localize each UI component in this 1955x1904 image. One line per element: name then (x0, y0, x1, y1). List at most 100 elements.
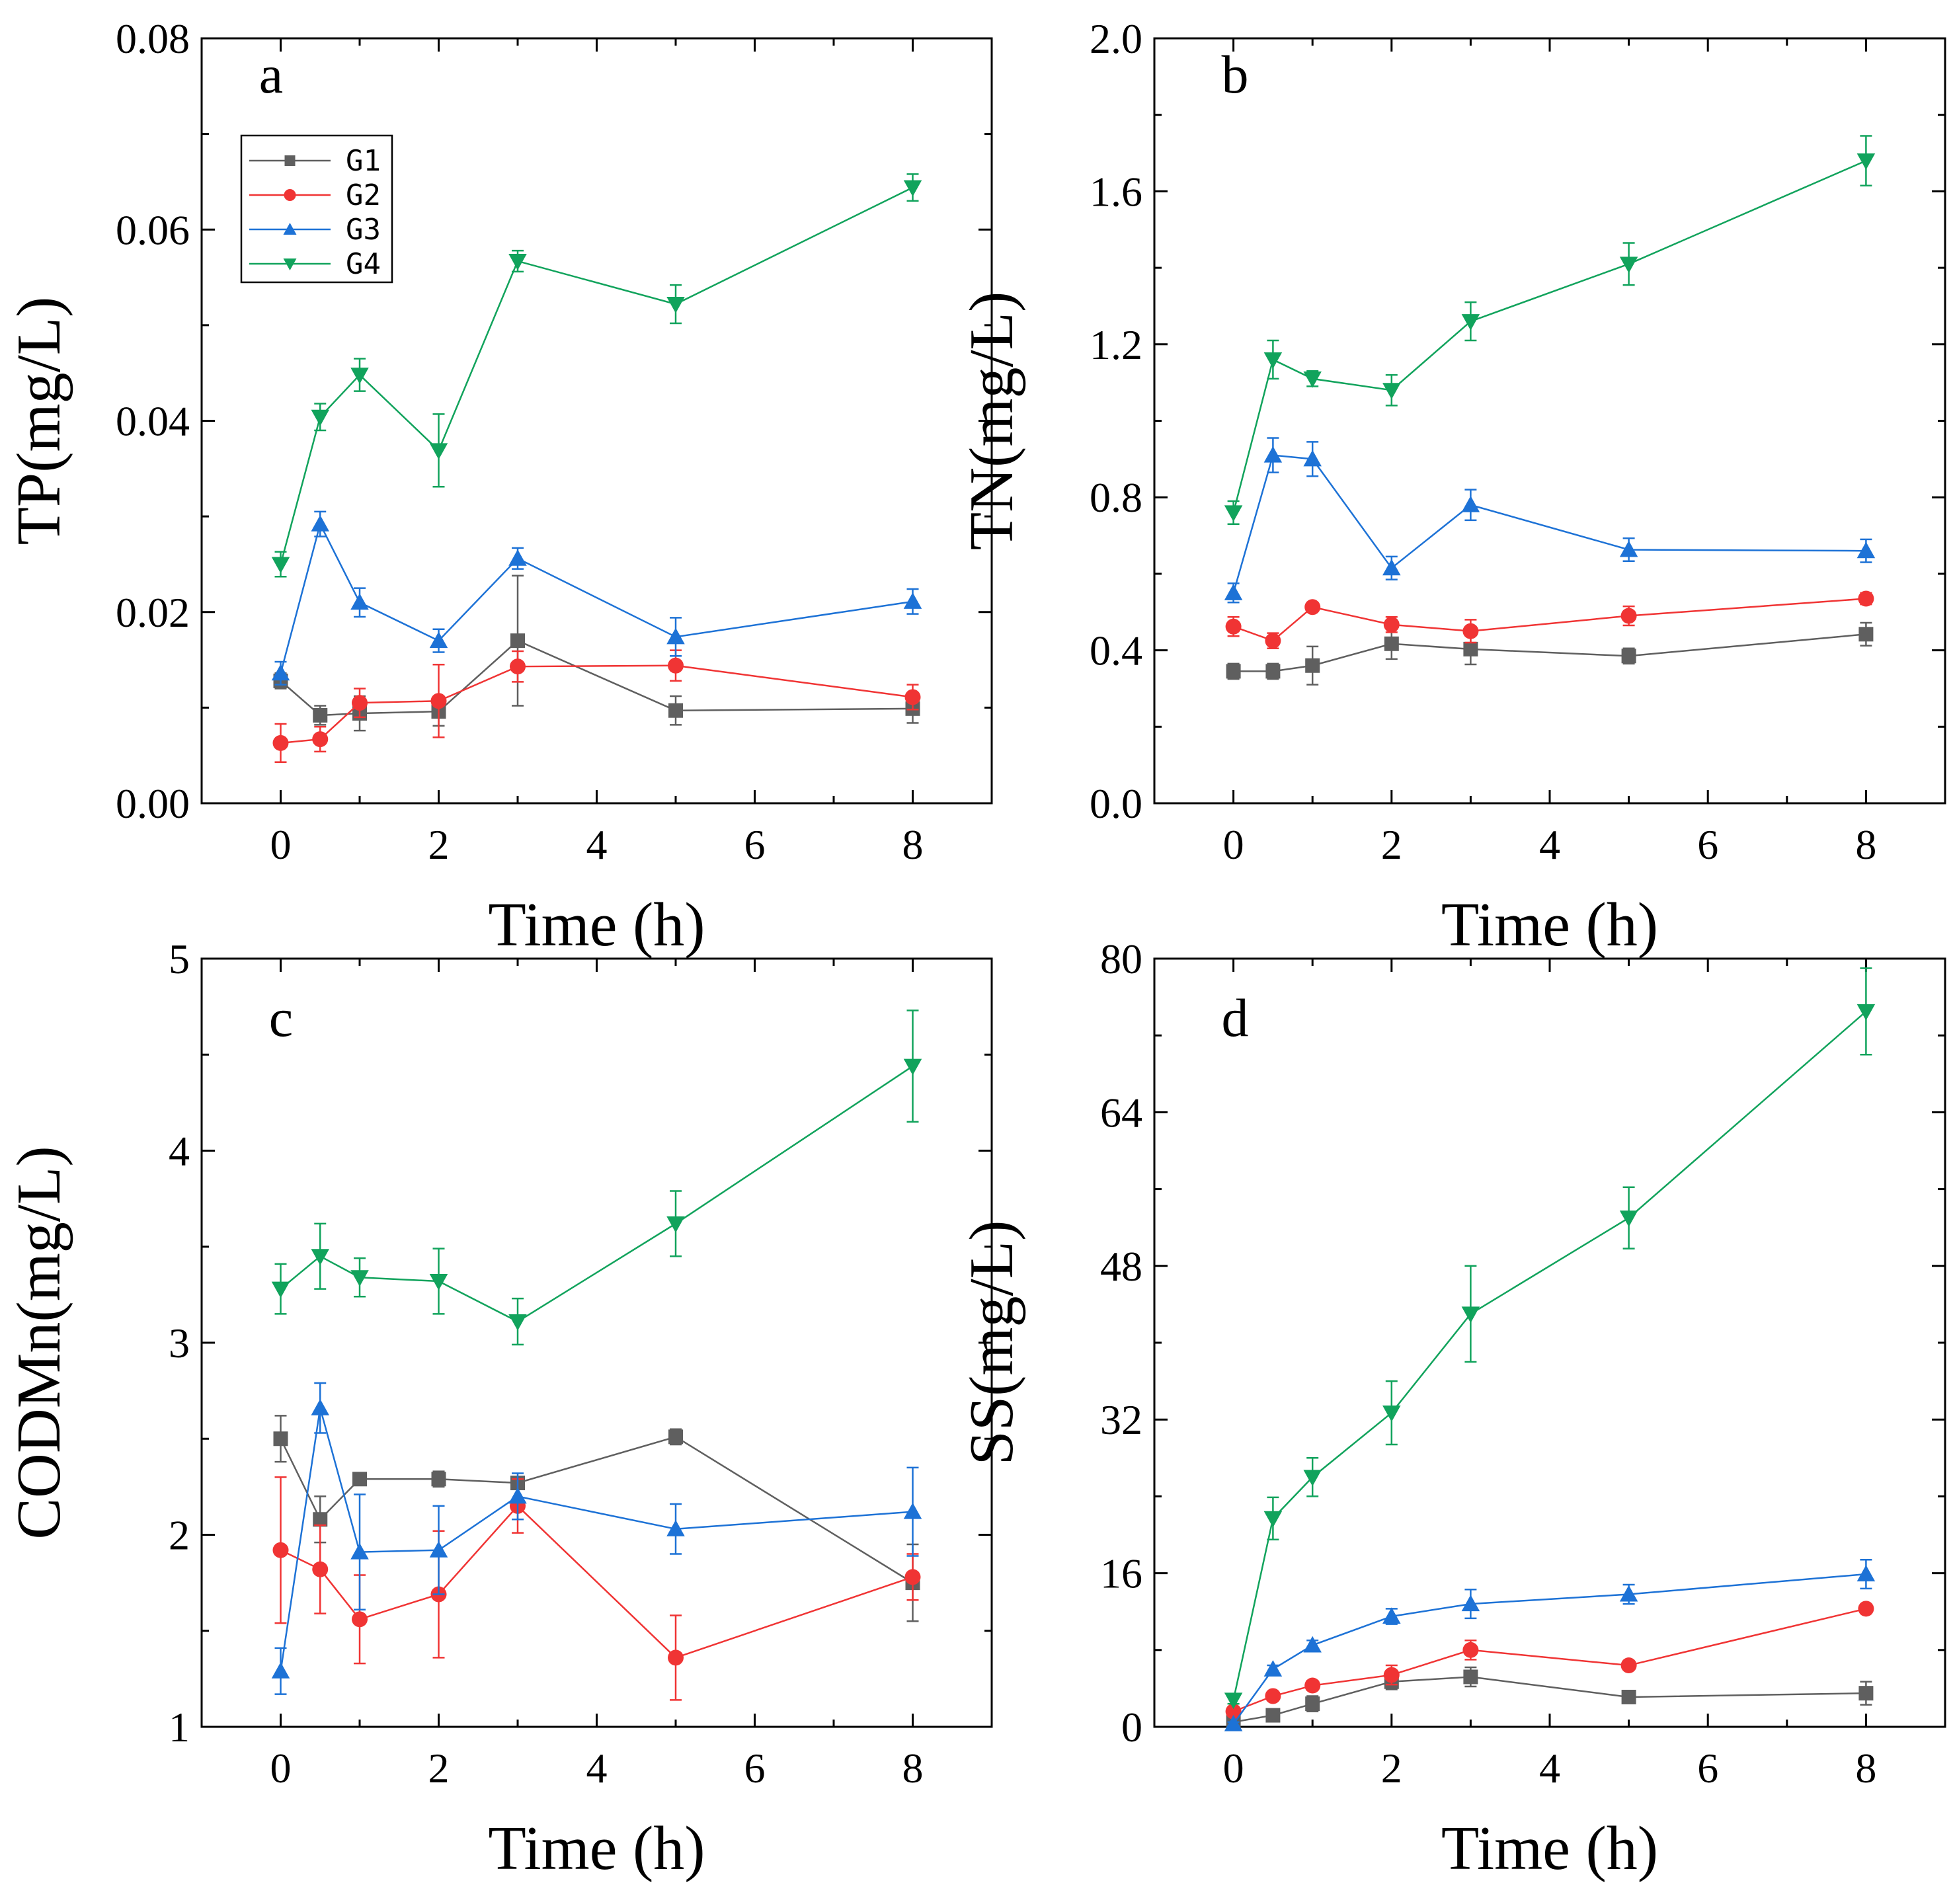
data-point (1305, 1696, 1320, 1712)
data-point (1461, 496, 1480, 512)
data-point (1225, 618, 1242, 635)
x-axis-title: Time (h) (488, 1814, 705, 1883)
data-point (350, 1542, 369, 1560)
y-tick-label: 0.0 (1090, 780, 1142, 827)
y-tick-label: 0 (1121, 1704, 1142, 1751)
data-point (1461, 1595, 1480, 1612)
data-point (311, 514, 329, 532)
data-point (1856, 541, 1876, 559)
data-point (311, 1249, 329, 1266)
data-point (429, 631, 448, 649)
x-tick-label: 4 (1539, 1745, 1560, 1792)
series-g4 (1224, 135, 1876, 525)
data-point (1856, 153, 1876, 170)
data-point (508, 549, 527, 566)
data-point (668, 1429, 683, 1445)
x-tick-label: 6 (744, 821, 766, 868)
data-point (1265, 1688, 1281, 1704)
data-point (1303, 371, 1322, 388)
data-point (666, 1216, 685, 1233)
x-tick-label: 6 (744, 1745, 766, 1792)
data-point (508, 253, 527, 270)
series-g3 (271, 1382, 922, 1695)
data-point (1382, 383, 1401, 399)
y-tick-label: 5 (169, 935, 190, 982)
data-point (1462, 623, 1479, 639)
data-point (904, 689, 921, 705)
legend-label: G3 (346, 213, 381, 247)
data-point (666, 297, 685, 313)
y-tick-label: 3 (169, 1320, 190, 1367)
data-point (1461, 1306, 1480, 1324)
series-g2 (272, 649, 921, 764)
y-tick-label: 0.00 (116, 780, 190, 827)
y-axis-title: TP(mg/L) (5, 297, 73, 545)
y-tick-label: 0.04 (116, 398, 190, 445)
series-g2 (1225, 590, 1874, 649)
data-point (1303, 1636, 1322, 1653)
x-tick-label: 0 (1223, 821, 1244, 868)
x-tick-label: 4 (586, 1745, 608, 1792)
data-point (1858, 1686, 1874, 1701)
data-point (1382, 559, 1401, 576)
panel-letter: a (259, 44, 283, 104)
panel-c: 0 2 4 6 8 1 2 3 4 5 Time (h) CODMn(mg/L) c (5, 935, 993, 1883)
y-tick-label: 0.08 (116, 15, 190, 62)
data-point (1382, 1406, 1401, 1422)
data-point (1856, 1565, 1876, 1582)
data-point (352, 1611, 368, 1628)
data-point (1382, 1607, 1401, 1624)
series-g3 (1224, 1559, 1876, 1731)
data-point (1225, 1703, 1242, 1720)
data-point (271, 1281, 290, 1298)
data-point (903, 592, 922, 609)
data-point (429, 1540, 448, 1558)
data-point (1620, 1657, 1637, 1674)
x-axis-title: Time (h) (1441, 891, 1658, 959)
data-point (271, 1662, 290, 1679)
data-point (313, 707, 328, 723)
data-point (508, 1314, 527, 1331)
x-tick-label: 2 (428, 821, 450, 868)
data-point (430, 693, 447, 709)
x-tick-label: 2 (1381, 1745, 1402, 1792)
y-tick-label: 1.2 (1090, 321, 1142, 368)
data-point (1263, 446, 1283, 463)
data-point (1858, 627, 1874, 642)
y-tick-label: 2.0 (1090, 15, 1142, 62)
x-tick-label: 0 (270, 1745, 292, 1792)
legend-marker (284, 189, 296, 201)
data-point (1858, 590, 1874, 607)
data-point (1463, 1669, 1478, 1685)
data-point (666, 627, 685, 645)
data-point (1461, 314, 1480, 331)
data-point (1224, 1692, 1243, 1710)
legend-marker (283, 258, 297, 270)
x-tick-label: 2 (428, 1745, 450, 1792)
y-axis-title: CODMn(mg/L) (5, 1146, 73, 1539)
series-g4 (271, 173, 922, 578)
y-tick-label: 0.06 (116, 206, 190, 253)
x-tick-label: 0 (270, 821, 292, 868)
data-point (271, 557, 290, 574)
data-point (1621, 649, 1636, 664)
x-tick-label: 6 (1697, 1745, 1718, 1792)
panel-letter: b (1222, 44, 1249, 104)
data-point (350, 368, 369, 384)
data-point (1383, 616, 1400, 633)
data-point (429, 1274, 448, 1290)
data-point (1265, 1708, 1281, 1723)
data-point (666, 1520, 685, 1536)
data-point (1619, 1585, 1638, 1602)
panel-letter: d (1222, 988, 1249, 1048)
data-point (1383, 1667, 1400, 1683)
data-point (1224, 1714, 1243, 1731)
data-point (903, 1502, 922, 1519)
series-g1 (1226, 621, 1874, 686)
y-tick-label: 1 (169, 1704, 190, 1751)
data-point (1305, 658, 1320, 673)
y-tick-label: 4 (169, 1128, 190, 1175)
data-point (903, 1058, 922, 1076)
panel-letter: c (269, 988, 293, 1048)
